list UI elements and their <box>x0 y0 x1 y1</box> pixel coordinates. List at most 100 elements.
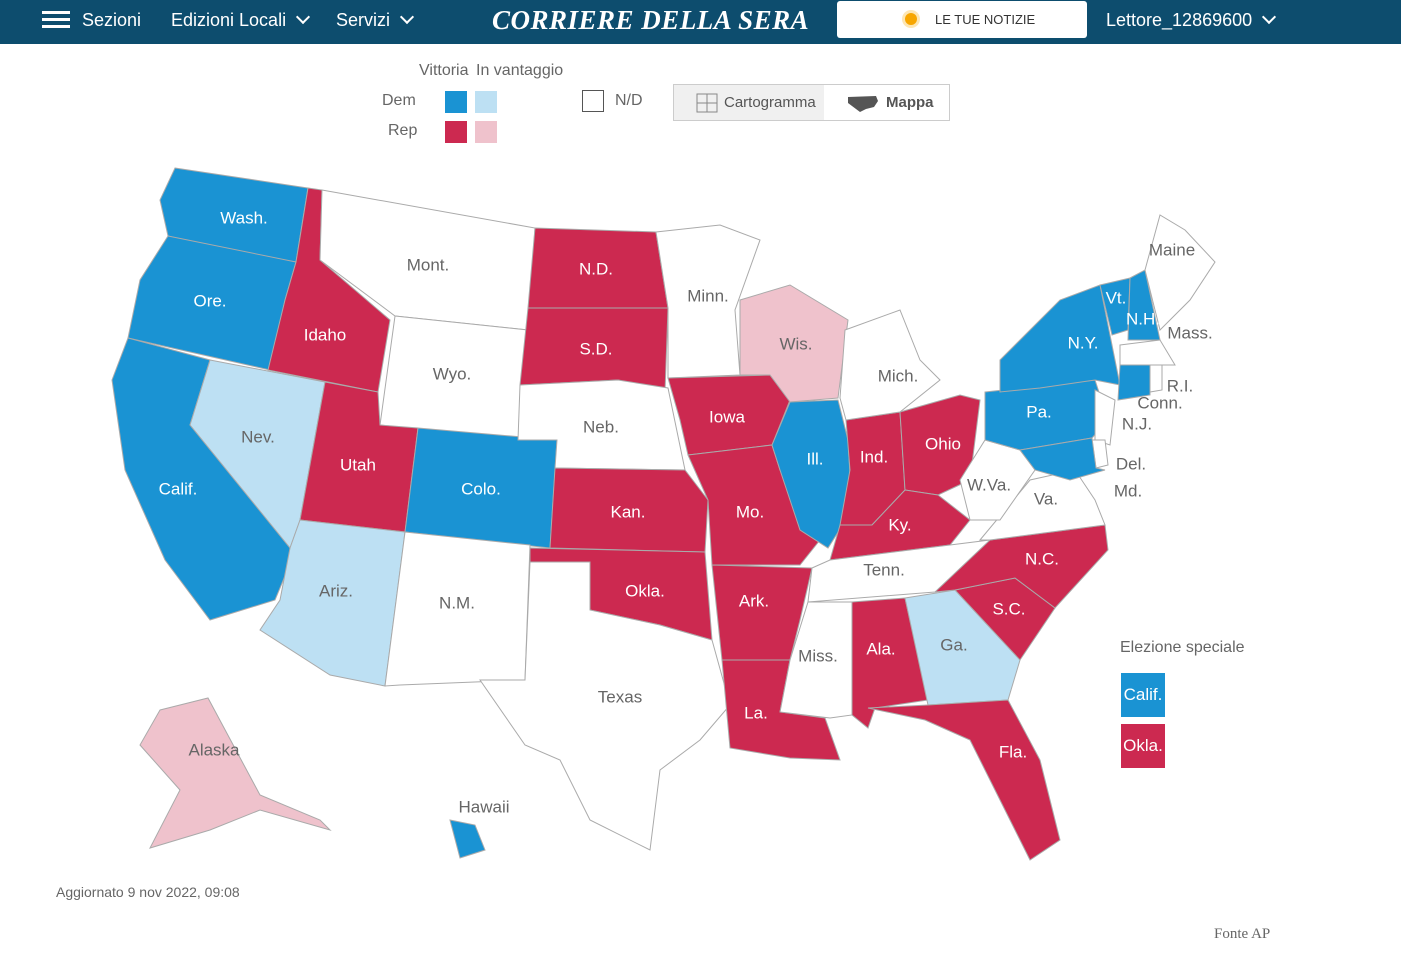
state[interactable] <box>1119 339 1176 366</box>
state[interactable] <box>479 561 731 851</box>
toggle-text: Mappa <box>886 94 934 111</box>
header: Sezioni Edizioni Locali Servizi CORRIERE… <box>0 0 1401 44</box>
nav-link[interactable]: Servizi <box>336 0 415 40</box>
state-label: Pa. <box>1026 402 1052 421</box>
state-label: Neb. <box>583 417 619 436</box>
state-label: N.H. <box>1126 309 1160 328</box>
updated-text: Aggiornato 9 nov 2022, 09:08 <box>56 884 240 900</box>
state-label: Del. <box>1116 454 1146 473</box>
grid-icon <box>696 93 718 113</box>
state-label: N.C. <box>1025 549 1059 568</box>
toggle-option[interactable]: Mappa <box>824 85 949 120</box>
state-label: Ala. <box>866 639 895 658</box>
state-label: Maine <box>1149 240 1195 259</box>
nav-text: Edizioni Locali <box>171 10 287 30</box>
news-text: LE TUE NOTIZIE <box>935 12 1036 27</box>
state-label: Mich. <box>878 366 919 385</box>
state-label: Mass. <box>1167 323 1212 342</box>
state[interactable] <box>867 699 1061 861</box>
state-label: Conn. <box>1137 393 1182 412</box>
state-label: Mo. <box>736 502 764 521</box>
menu-icon[interactable] <box>42 11 70 29</box>
state[interactable] <box>655 224 761 379</box>
state-label: Wash. <box>220 208 268 227</box>
state-label: Okla. <box>625 581 665 600</box>
state[interactable] <box>1149 364 1163 393</box>
legend-label: N/D <box>615 92 643 109</box>
special-state[interactable]: Calif. <box>1121 673 1165 717</box>
usa-icon <box>848 96 878 112</box>
state-label: N.M. <box>439 593 475 612</box>
legend-swatch <box>445 91 467 113</box>
toggle-text: Cartogramma <box>724 94 816 111</box>
logo[interactable]: CORRIERE DELLA SERA <box>492 5 810 35</box>
legend-swatch <box>582 90 604 112</box>
special-state[interactable]: Okla. <box>1121 724 1165 768</box>
state-label: N.J. <box>1122 414 1152 433</box>
legend-header: Vittoria <box>419 62 469 79</box>
state-label: Ohio <box>925 434 961 453</box>
state[interactable] <box>1094 389 1116 446</box>
state[interactable] <box>739 284 849 403</box>
state-label: Kan. <box>611 502 646 521</box>
state-label: Fla. <box>999 742 1027 761</box>
source-text: Fonte AP <box>1214 926 1271 942</box>
state-label: Mont. <box>407 255 450 274</box>
state-label: Miss. <box>798 646 838 665</box>
state[interactable] <box>139 697 332 849</box>
state-label: Colo. <box>461 479 501 498</box>
state[interactable] <box>978 469 1106 541</box>
state[interactable] <box>999 284 1121 393</box>
user-name: Lettore_12869600 <box>1106 10 1253 30</box>
state-label: W.Va. <box>967 475 1011 494</box>
view-toggle: Cartogramma Mappa <box>673 84 950 121</box>
user-menu[interactable]: Lettore_12869600 <box>1106 0 1277 40</box>
state-label: Iowa <box>709 407 745 426</box>
menu-link[interactable]: Sezioni <box>82 10 142 30</box>
nav-text: Servizi <box>336 10 391 30</box>
state-label: Utah <box>340 455 376 474</box>
state-label: S.C. <box>992 599 1025 618</box>
state[interactable] <box>1019 437 1106 481</box>
state-label: R.I. <box>1167 376 1193 395</box>
state[interactable] <box>1144 214 1216 331</box>
state[interactable] <box>771 399 853 549</box>
state[interactable] <box>839 309 941 421</box>
state-label: Alaska <box>188 740 240 759</box>
us-map: Wash. Ore. Calif. Nev. Idaho Mont. Wyo. Utah Col… <box>111 167 1216 861</box>
state-label: Ga. <box>940 635 967 654</box>
state-label: Wyo. <box>433 364 472 383</box>
state-label: Vt. <box>1106 288 1127 307</box>
state-label: Calif. <box>159 479 198 498</box>
state-label: Wis. <box>779 334 812 353</box>
state-label: Ark. <box>739 591 769 610</box>
state-label: Ky. <box>888 515 911 534</box>
state[interactable] <box>384 531 531 687</box>
legend-row-label: Rep <box>388 122 418 139</box>
state-label: Nev. <box>241 427 275 446</box>
state-label: Ariz. <box>319 581 353 600</box>
state-label: Md. <box>1114 481 1142 500</box>
state-label: Idaho <box>304 325 347 344</box>
state-label: N.D. <box>579 259 613 278</box>
legend-header: In vantaggio <box>476 62 564 79</box>
state-label: N.Y. <box>1068 333 1099 352</box>
legend-row-label: Dem <box>382 92 416 109</box>
legend-swatch <box>475 91 497 113</box>
state-label: Hawaii <box>458 797 509 816</box>
state[interactable] <box>449 819 486 859</box>
nav-link[interactable]: Edizioni Locali <box>171 0 311 40</box>
legend-swatch <box>445 121 467 143</box>
state[interactable] <box>711 564 813 661</box>
state-label: Minn. <box>687 286 729 305</box>
state-label: Ill. <box>807 449 824 468</box>
special-title: Elezione speciale <box>1120 639 1245 656</box>
state-label: S.D. <box>579 339 612 358</box>
news-button[interactable]: LE TUE NOTIZIE <box>837 1 1087 38</box>
state[interactable] <box>549 467 709 553</box>
legend-swatch <box>475 121 497 143</box>
state[interactable] <box>1117 364 1151 401</box>
toggle-option[interactable]: Cartogramma <box>674 85 824 120</box>
